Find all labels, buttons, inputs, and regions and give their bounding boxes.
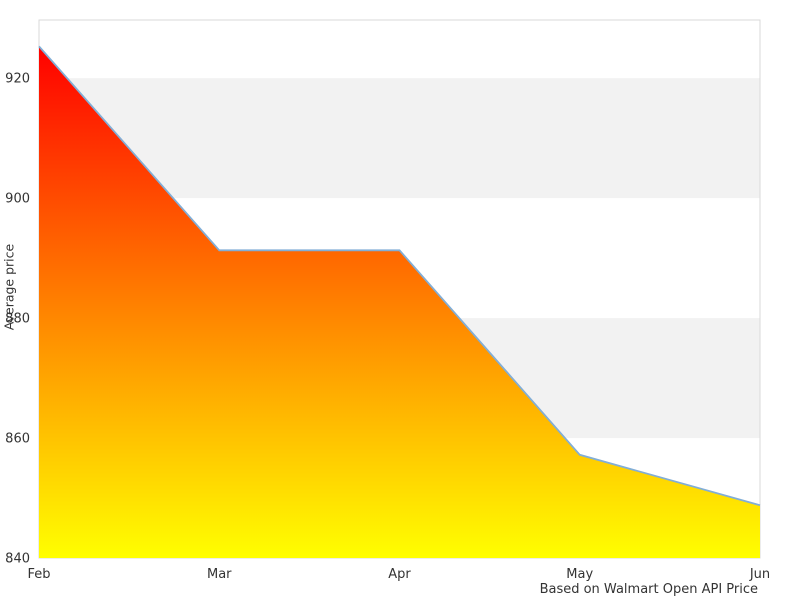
price-line (38, 45, 761, 507)
y-axis-title: Average price (1, 243, 17, 331)
chart-caption: Based on Walmart Open API Price (539, 582, 758, 597)
grid-band (39, 78, 760, 199)
y-tick-label: 860 (5, 432, 30, 447)
x-tick-label: Apr (388, 567, 411, 582)
x-tick-label: May (566, 567, 593, 582)
y-tick-label: 840 (5, 552, 30, 567)
price-area (39, 46, 760, 559)
x-tick-label: Mar (207, 567, 232, 582)
y-tick-label: 880 (5, 312, 30, 327)
y-tick-label: 900 (5, 192, 30, 207)
y-tick-label: 920 (5, 72, 30, 87)
x-tick-label: Jun (749, 567, 770, 582)
x-tick-label: Feb (27, 567, 50, 582)
